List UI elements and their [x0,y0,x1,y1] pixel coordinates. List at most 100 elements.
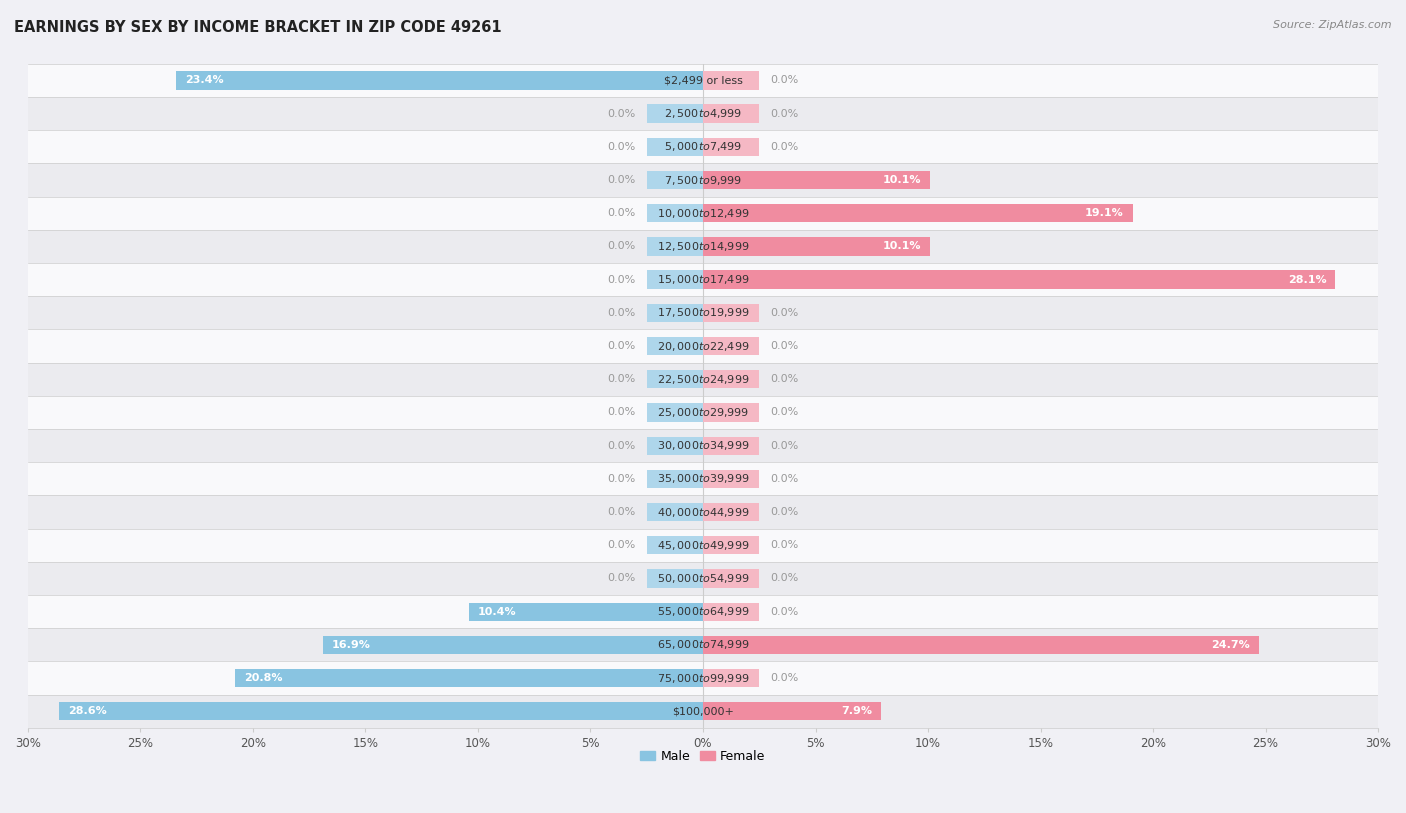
Text: $50,000 to $54,999: $50,000 to $54,999 [657,572,749,585]
Bar [28,562,1378,595]
Bar [703,104,759,123]
Bar [703,403,759,422]
Text: 10.4%: 10.4% [478,606,516,617]
Text: 0.0%: 0.0% [770,308,799,318]
Legend: Male, Female: Male, Female [636,746,770,768]
Bar [28,63,1378,97]
Text: $10,000 to $12,499: $10,000 to $12,499 [657,207,749,220]
Bar [703,702,759,720]
Bar [703,569,759,588]
Bar [647,702,703,720]
Bar [703,370,759,389]
Text: 0.0%: 0.0% [770,606,799,617]
Text: 0.0%: 0.0% [770,441,799,450]
Bar [28,495,1378,528]
Text: 0.0%: 0.0% [607,507,636,517]
Text: 19.1%: 19.1% [1085,208,1123,218]
Bar [703,337,759,355]
Text: 16.9%: 16.9% [332,640,371,650]
Bar [28,694,1378,728]
Bar [703,171,759,189]
Text: 0.0%: 0.0% [607,474,636,484]
Text: $30,000 to $34,999: $30,000 to $34,999 [657,439,749,452]
Text: 0.0%: 0.0% [770,573,799,584]
Bar [703,437,759,454]
Bar [647,669,703,687]
Text: $45,000 to $49,999: $45,000 to $49,999 [657,539,749,552]
Bar [703,636,1258,654]
Bar [703,636,759,654]
Text: 28.6%: 28.6% [69,706,107,716]
Bar [647,569,703,588]
Bar [647,271,703,289]
Text: 0.0%: 0.0% [770,407,799,417]
Bar [647,137,703,156]
Text: $20,000 to $22,499: $20,000 to $22,499 [657,340,749,353]
Bar [703,204,759,222]
Text: 28.1%: 28.1% [1288,275,1326,285]
Text: 0.0%: 0.0% [607,275,636,285]
Text: 0.0%: 0.0% [770,374,799,385]
Bar [28,97,1378,130]
Bar [647,370,703,389]
Text: 0.0%: 0.0% [770,507,799,517]
Text: 24.7%: 24.7% [1211,640,1250,650]
Text: 10.1%: 10.1% [883,175,921,185]
Bar [28,329,1378,363]
Bar [647,104,703,123]
Text: 0.0%: 0.0% [607,208,636,218]
Text: 0.0%: 0.0% [607,241,636,251]
Bar [28,628,1378,662]
Text: 0.0%: 0.0% [607,175,636,185]
Text: $17,500 to $19,999: $17,500 to $19,999 [657,307,749,320]
Text: 0.0%: 0.0% [770,76,799,85]
Bar [703,470,759,488]
Text: 0.0%: 0.0% [607,573,636,584]
Bar [28,595,1378,628]
Bar [647,636,703,654]
Bar [176,72,703,89]
Bar [647,437,703,454]
Bar [703,669,759,687]
Bar [59,702,703,720]
Text: 0.0%: 0.0% [770,474,799,484]
Bar [703,271,1336,289]
Text: 0.0%: 0.0% [607,308,636,318]
Bar [647,337,703,355]
Bar [647,536,703,554]
Text: $75,000 to $99,999: $75,000 to $99,999 [657,672,749,685]
Text: 0.0%: 0.0% [770,141,799,152]
Bar [28,296,1378,329]
Text: 0.0%: 0.0% [770,673,799,683]
Bar [703,536,759,554]
Text: 0.0%: 0.0% [770,341,799,351]
Bar [703,204,1133,222]
Bar [703,237,931,255]
Text: $12,500 to $14,999: $12,500 to $14,999 [657,240,749,253]
Text: 0.0%: 0.0% [607,441,636,450]
Text: $7,500 to $9,999: $7,500 to $9,999 [664,173,742,186]
Bar [647,204,703,222]
Bar [703,237,759,255]
Bar [28,528,1378,562]
Bar [470,602,703,621]
Text: $2,500 to $4,999: $2,500 to $4,999 [664,107,742,120]
Bar [28,163,1378,197]
Bar [703,137,759,156]
Bar [647,602,703,621]
Bar [28,363,1378,396]
Bar [647,171,703,189]
Bar [647,403,703,422]
Bar [28,429,1378,463]
Bar [647,503,703,521]
Text: 0.0%: 0.0% [770,541,799,550]
Bar [703,503,759,521]
Text: 0.0%: 0.0% [607,541,636,550]
Text: 10.1%: 10.1% [883,241,921,251]
Text: 20.8%: 20.8% [245,673,283,683]
Bar [323,636,703,654]
Text: 0.0%: 0.0% [607,109,636,119]
Text: $22,500 to $24,999: $22,500 to $24,999 [657,372,749,385]
Text: 0.0%: 0.0% [607,374,636,385]
Bar [647,304,703,322]
